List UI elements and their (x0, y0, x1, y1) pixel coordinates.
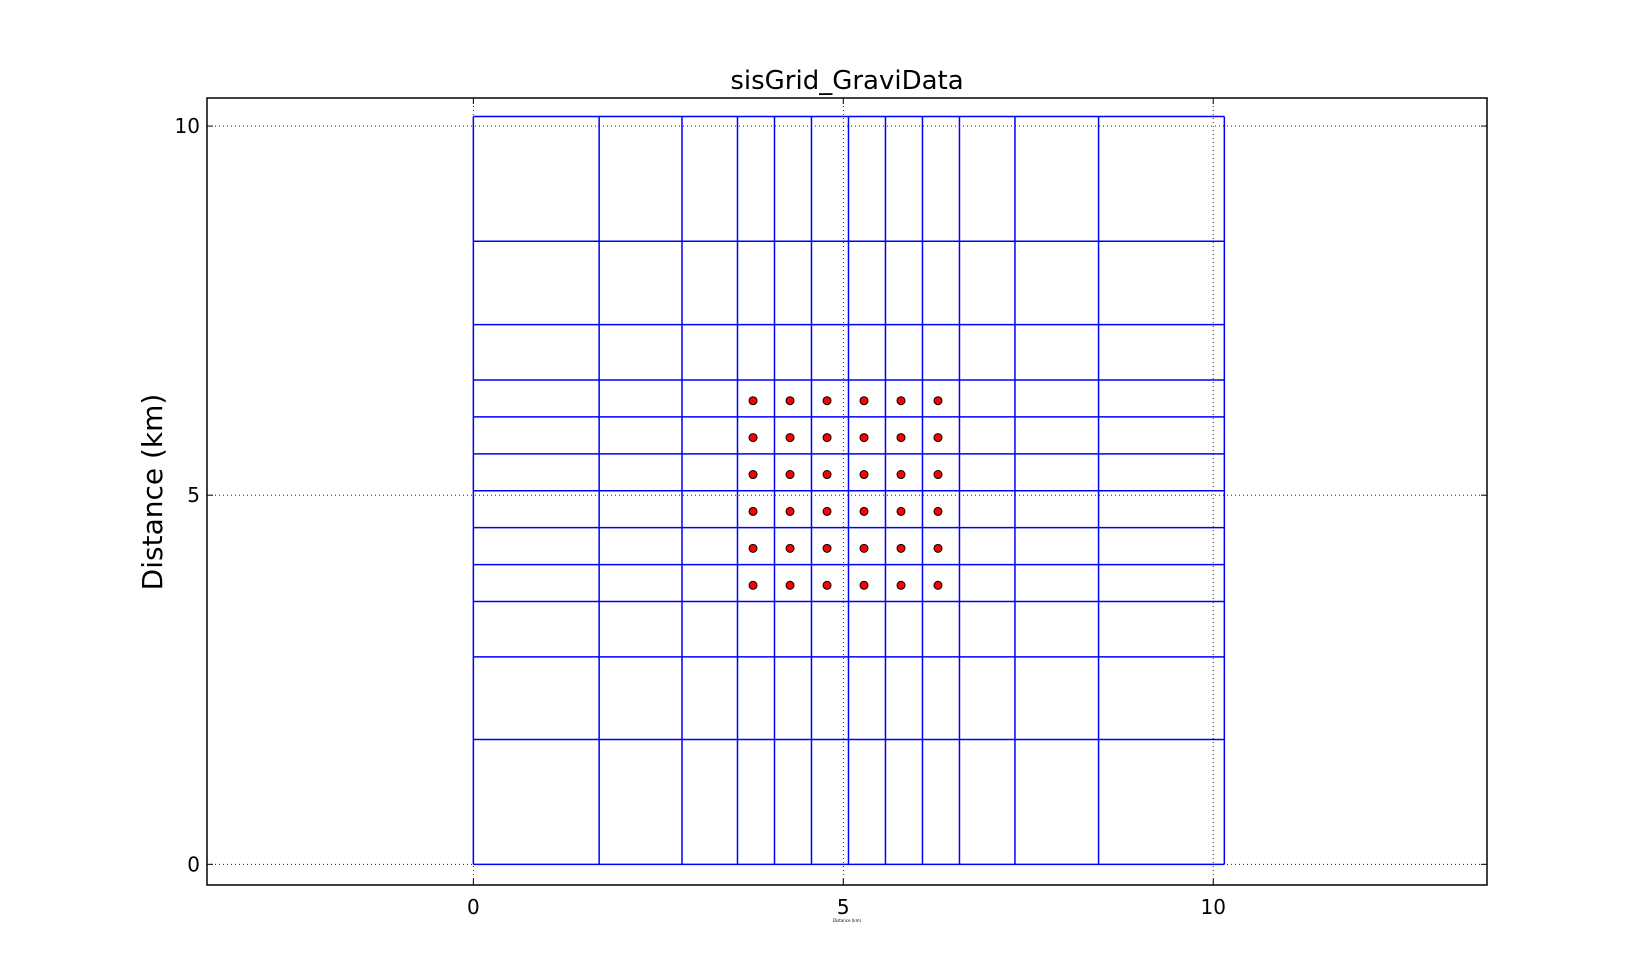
axis-ticks: 0 5 10 0 5 10 (175, 98, 1487, 919)
station-point (785, 506, 795, 516)
station-point (748, 506, 758, 516)
y-tick-label: 5 (187, 483, 200, 507)
station-point (859, 433, 869, 443)
station-point (785, 433, 795, 443)
station-point (748, 580, 758, 590)
station-point (933, 396, 943, 406)
station-point (933, 506, 943, 516)
station-point (859, 396, 869, 406)
station-point (933, 580, 943, 590)
station-point (933, 470, 943, 480)
chart-title: sisGrid_GraviData (730, 66, 963, 96)
station-point (785, 396, 795, 406)
y-axis-label: Distance (km) (136, 394, 169, 591)
station-point (785, 543, 795, 553)
x-tick-label: 0 (467, 895, 480, 919)
x-axis-label: Distance (km) (833, 918, 862, 923)
station-point (748, 470, 758, 480)
station-point (822, 580, 832, 590)
station-point (896, 470, 906, 480)
station-point (896, 506, 906, 516)
station-point (859, 506, 869, 516)
station-point (896, 580, 906, 590)
station-point (822, 543, 832, 553)
station-point (748, 543, 758, 553)
station-point (933, 433, 943, 443)
x-tick-label: 10 (1201, 895, 1226, 919)
plot-frame (206, 97, 1488, 886)
gravity-stations (748, 396, 943, 590)
station-point (859, 470, 869, 480)
station-point (785, 580, 795, 590)
y-tick-label: 10 (175, 114, 200, 138)
station-point (896, 543, 906, 553)
station-point (748, 433, 758, 443)
station-point (785, 470, 795, 480)
model-mesh (472, 115, 1226, 866)
station-point (896, 433, 906, 443)
station-point (822, 396, 832, 406)
station-point (822, 470, 832, 480)
station-point (859, 580, 869, 590)
station-point (933, 543, 943, 553)
y-tick-label: 0 (187, 852, 200, 876)
station-point (859, 543, 869, 553)
station-point (822, 433, 832, 443)
x-tick-label: 5 (837, 895, 850, 919)
station-point (748, 396, 758, 406)
station-point (896, 396, 906, 406)
station-point (822, 506, 832, 516)
